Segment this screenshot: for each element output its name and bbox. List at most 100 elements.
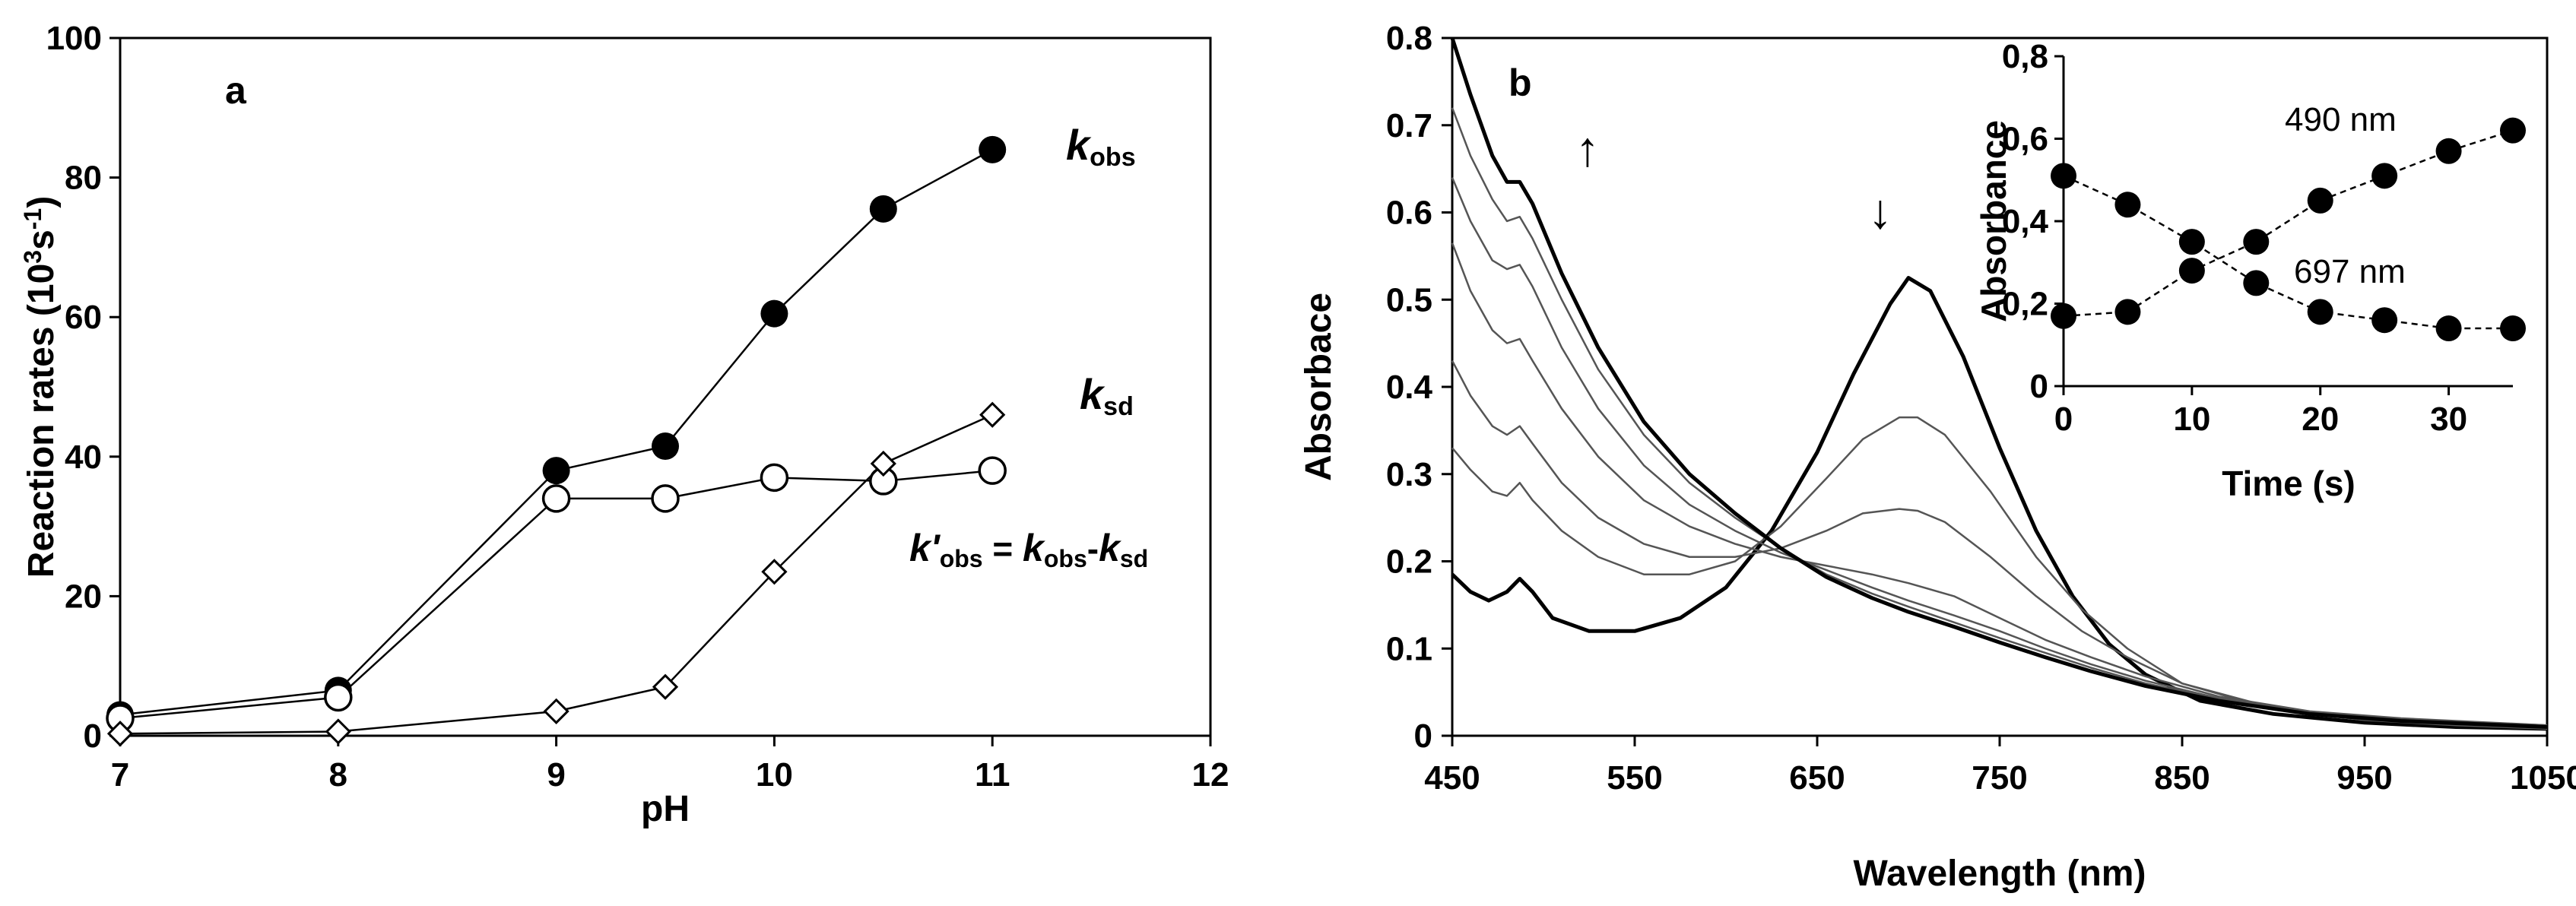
panel-b-y-tick-label: 0.7 (1386, 107, 1432, 144)
panel-b-y-tick-label: 0.1 (1386, 630, 1432, 667)
decrease-arrow-icon: ↓ (1868, 184, 1892, 239)
inset-series (2051, 117, 2526, 342)
panel-b-y-tick-label: 0.2 (1386, 543, 1432, 581)
kprime-sub3: sd (1120, 545, 1148, 572)
panel-b-y-tick-label: 0 (1414, 718, 1432, 755)
kprime-series-label: k'obs = kobs-ksd (909, 527, 1148, 572)
inset-x-tick-label: 0 (2054, 401, 2073, 438)
panel-b-letter: b (1508, 62, 1532, 104)
panel-a-x-tick-label: 8 (329, 756, 347, 794)
kprime-sub: obs (940, 545, 983, 572)
panel-b-inset-chart: 0 10 20 30 0 0,2 0,4 0,6 0,8 490 nm 697 nm Time … (1974, 38, 2540, 503)
kobs-point (652, 432, 679, 461)
kprime-k: k' (909, 527, 941, 569)
y-title-mid: s (21, 230, 62, 250)
inset-point (2371, 307, 2398, 334)
y-title-end: ) (21, 196, 62, 208)
inset-series-697-nm (2051, 163, 2526, 342)
ksd-point (106, 721, 134, 747)
panel-b-ticks: 450 550 650 750 850 950 1050 0 0.1 0.2 0.3 0.4 0.5 0.… (1386, 20, 2576, 797)
kprime-obs-point (324, 683, 353, 712)
inset-point (2243, 270, 2270, 296)
inset-y-tick-label: 0,6 (2002, 121, 2048, 158)
panel-b-x-tick-label: 650 (1789, 759, 1845, 797)
y-title-sup2: -1 (19, 208, 46, 230)
kobs-point (869, 195, 897, 223)
panel-b-x-tick-label: 450 (1424, 759, 1480, 797)
panel-b-x-tick-label: 950 (2336, 759, 2392, 797)
kprime-sub2: obs (1044, 545, 1087, 572)
inset-x-axis-title: Time (s) (2222, 464, 2356, 503)
inset-series-490-nm (2051, 117, 2526, 329)
ksd-sub: sd (1103, 392, 1134, 421)
panel-a-y-tick-label: 0 (84, 718, 102, 755)
y-title-sup1: 3 (19, 250, 46, 264)
panel-a-x-tick-label: 7 (111, 756, 129, 794)
inset-point (2371, 163, 2398, 189)
inset-y-axis-title: Absorbance (1974, 120, 2013, 322)
ksd-point (979, 401, 1006, 428)
kprime-eq: = (983, 529, 1023, 569)
panel-b-y-tick-label: 0.8 (1386, 20, 1432, 57)
inset-point (2178, 229, 2205, 255)
panel-a-ticks: 7 8 9 10 11 12 0 20 40 60 80 100 (46, 20, 1229, 794)
kobs-sub: obs (1090, 143, 1135, 172)
ksd-series-label: ksd (1080, 370, 1134, 421)
inset-x-tick-label: 30 (2430, 401, 2467, 438)
panel-b-x-tick-label: 750 (1972, 759, 2027, 797)
inset-point (2114, 192, 2141, 218)
panel-a-chart: 7 8 9 10 11 12 0 20 40 60 80 100 a pH Reaction rate… (19, 20, 1229, 829)
inset-x-tick-label: 20 (2302, 401, 2339, 438)
inset-x-tick-label: 10 (2173, 401, 2210, 438)
panel-b-x-axis-title: Wavelength (nm) (1854, 854, 2146, 894)
panel-a-letter: a (225, 69, 247, 112)
kprime-obs-point (651, 484, 680, 513)
inset-y-tick-label: 0,2 (2002, 286, 2048, 323)
ksd-point (543, 698, 569, 724)
inset-point (2051, 163, 2076, 189)
inset-point (2500, 117, 2526, 144)
panel-a-x-tick-label: 10 (756, 756, 793, 794)
panel-b-y-tick-label: 0.5 (1386, 281, 1432, 318)
spectrum-t6 (1450, 37, 2548, 730)
kprime-minus: - (1087, 529, 1099, 569)
inset-y-tick-label: 0 (2030, 368, 2048, 405)
inset-point (2178, 258, 2205, 284)
inset-point (2243, 229, 2270, 255)
panel-b-y-axis-title: Absorbace (1299, 293, 1339, 481)
spectrum-t2 (1451, 360, 2548, 728)
kobs-k: k (1066, 121, 1092, 169)
ksd-point (870, 450, 896, 477)
panel-a-y-tick-label: 80 (65, 160, 102, 197)
panel-b-spectra (1450, 37, 2548, 731)
spectrum-t1 (1451, 416, 2548, 730)
inset-point (2435, 315, 2462, 342)
ksd-point (652, 673, 679, 700)
inset-point (2051, 303, 2076, 329)
ksd-point (325, 718, 351, 745)
panel-a-plot-frame (119, 36, 1212, 737)
inset-ticks: 0 10 20 30 0 0,2 0,4 0,6 0,8 (2002, 38, 2467, 438)
inset-background (2045, 44, 2540, 401)
inset-point (2307, 299, 2333, 325)
kprime-obs-point (541, 484, 571, 513)
panel-a-y-tick-label: 40 (65, 439, 102, 476)
panel-a-series (106, 135, 1007, 747)
panel-a-x-tick-label: 9 (547, 756, 565, 794)
inset-point (2114, 299, 2141, 325)
panel-b-y-tick-label: 0.3 (1386, 456, 1432, 493)
kobs-series-label: kobs (1066, 121, 1136, 172)
kobs-point (760, 299, 788, 328)
inset-697nm-label: 697 nm (2294, 253, 2406, 290)
increase-arrow-icon: ↑ (1575, 122, 1600, 176)
panel-a-y-tick-label: 100 (46, 20, 102, 57)
kprime-obs-point (760, 463, 789, 493)
panel-b-y-tick-label: 0.4 (1386, 369, 1433, 406)
ksd-point (761, 559, 788, 585)
panel-b-chart: 450 550 650 750 850 950 1050 0 0.1 0.2 0.3 0.4 0.5 0.… (1299, 20, 2576, 894)
panel-b-x-tick-label: 1050 (2510, 759, 2576, 797)
y-title-main: Reaction rates (10 (21, 264, 62, 578)
inset-point (2307, 187, 2333, 214)
panel-a-y-tick-label: 20 (65, 578, 102, 615)
inset-point (2500, 315, 2526, 342)
